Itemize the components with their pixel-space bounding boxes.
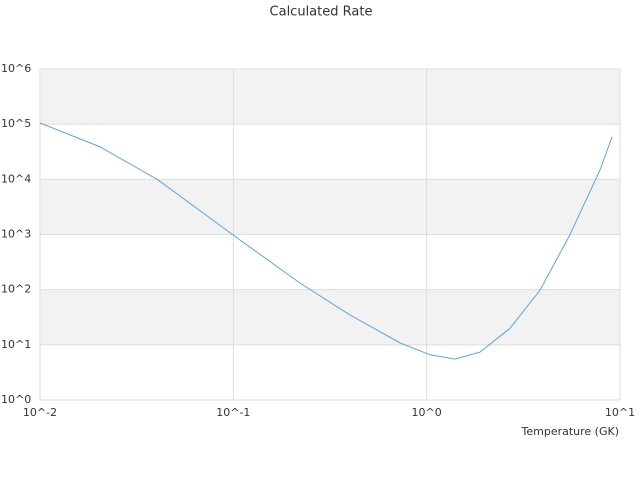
x-tick-label: 10^0 bbox=[412, 406, 442, 419]
y-tick-label: 10^6 bbox=[1, 62, 31, 75]
y-tick-label: 10^4 bbox=[1, 172, 31, 185]
grid-band bbox=[40, 289, 620, 345]
y-tick-label: 10^3 bbox=[1, 228, 31, 241]
data-line bbox=[39, 122, 613, 360]
x-tick-label: 10^-1 bbox=[216, 406, 250, 419]
x-tick-label: 10^1 bbox=[605, 406, 635, 419]
grid-band bbox=[40, 179, 620, 235]
x-tick-label: 10^-2 bbox=[23, 406, 57, 419]
y-tick-label: 10^5 bbox=[1, 117, 31, 130]
y-tick-label: 10^2 bbox=[1, 283, 31, 296]
chart-title: Calculated Rate bbox=[270, 5, 373, 20]
y-tick-label: 10^1 bbox=[1, 338, 31, 351]
grid bbox=[39, 68, 621, 401]
grid-band bbox=[40, 69, 620, 125]
y-tick-label: 10^0 bbox=[1, 393, 31, 406]
x-axis-label: Temperature (GK) bbox=[521, 425, 620, 438]
